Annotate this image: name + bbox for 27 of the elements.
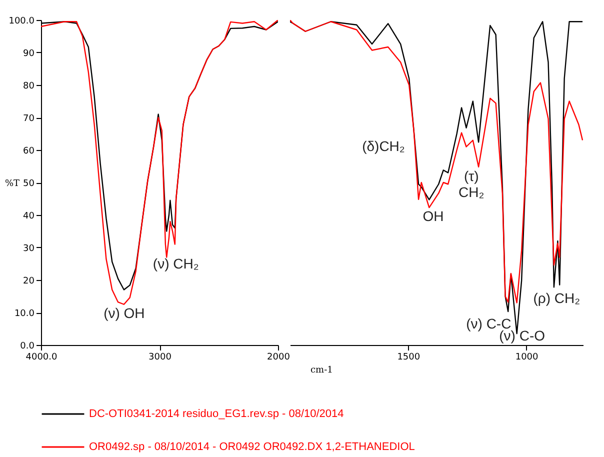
y-tick-label: 60 [23,146,35,156]
x-tick-label: 1500 [397,352,420,362]
annotation: OH [422,208,444,224]
y-tick-label: 90 [23,49,35,59]
x-tick-label: 1000 [515,352,539,362]
annotation: (ν) CH₂ [152,256,199,272]
annotation: (ρ) CH₂ [533,290,580,306]
y-tick-label: 70 [23,114,35,124]
y-axis-title: %T [4,179,20,189]
x-tick-label: 2000 [267,352,290,362]
legend-label: DC-OTI0341-2014 residuo_EG1.rev.sp - 08/10/2014 [89,408,344,420]
y-tick-label: 40 [23,212,35,222]
x-axis-title: cm-1 [310,366,333,376]
y-tick-label: 80 [23,82,35,92]
annotation: (ν) C-O [499,328,546,344]
y-tick-label: 50 [23,179,35,189]
y-tick-label: 30 [23,244,35,254]
x-tick-label: 3000 [148,352,172,362]
annotation: (δ)CH₂ [362,138,405,154]
y-tick-label: 10.0 [14,309,35,319]
y-tick-label: 0.0 [20,342,35,352]
y-tick-label: 20 [23,276,35,286]
y-tick-label: 100.0 [8,16,35,26]
annotation: (τ) CH₂ [458,168,484,200]
x-tick-label: 4000.0 [26,352,58,362]
annotation: (ν) OH [104,305,145,322]
legend-label: OR0492.sp - 08/10/2014 - OR0492 OR0492.DX 1,2-ETHANEDIOL [89,441,415,453]
